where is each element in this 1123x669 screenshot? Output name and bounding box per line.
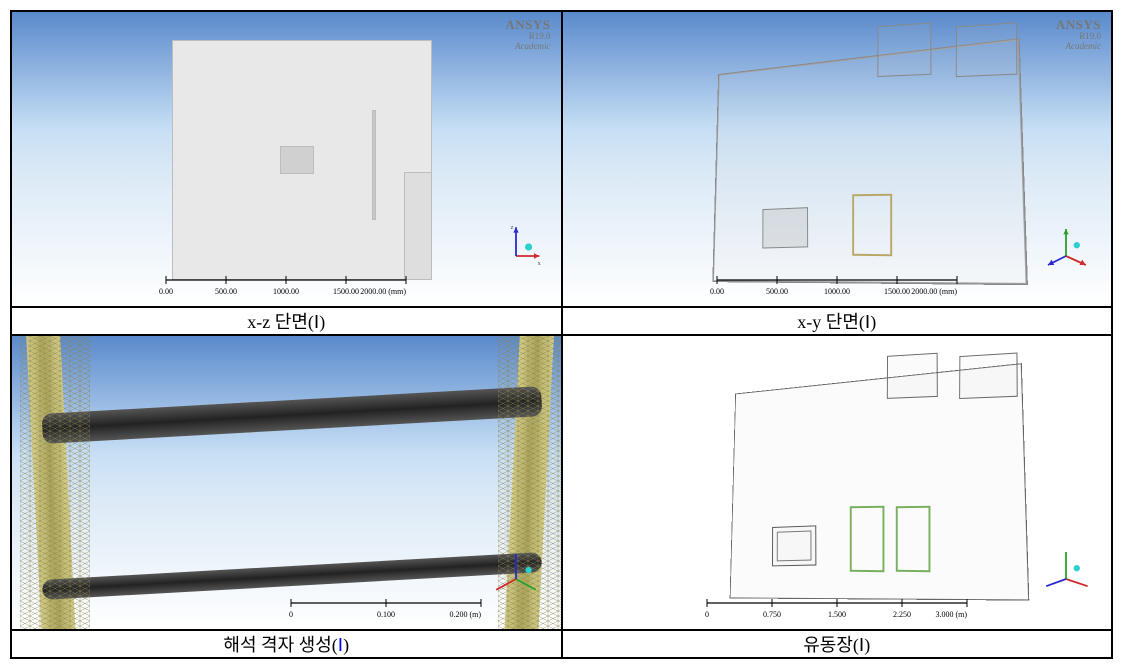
flow-duct-a xyxy=(886,352,937,398)
svg-text:1000.00: 1000.00 xyxy=(273,287,299,296)
model-top-duct-b xyxy=(955,22,1017,77)
triad-icon: xz xyxy=(489,220,543,274)
panel-xz-section: ANSYS R19.0 Academic xz 0.00 1000.00 200… xyxy=(11,11,562,307)
ansys-watermark: ANSYS R19.0 Academic xyxy=(1056,18,1101,52)
caption-text: x-y 단면(Ⅰ) xyxy=(797,308,876,334)
svg-text:1.500: 1.500 xyxy=(828,610,846,619)
caption-xy: x-y 단면(Ⅰ) xyxy=(562,307,1113,335)
flow-equipment xyxy=(772,525,816,566)
caption-text: x-z 단면(Ⅰ) xyxy=(247,308,325,334)
svg-text:500.00: 500.00 xyxy=(215,287,237,296)
caption-xz: x-z 단면(Ⅰ) xyxy=(11,307,562,335)
triad-icon xyxy=(1039,543,1093,597)
scale-bar: 0.00 1000.00 2000.00 (mm) 500.00 1500.00 xyxy=(156,270,416,298)
svg-text:3.000 (m): 3.000 (m) xyxy=(935,610,967,619)
caption-text: 해석 격자 생성(Ⅰ) xyxy=(223,631,349,657)
model-top-duct-a xyxy=(877,22,931,77)
caption-mesh: 해석 격자 생성(Ⅰ) xyxy=(11,630,562,658)
flow-frame-a xyxy=(849,505,884,571)
ansys-watermark: ANSYS R19.0 Academic xyxy=(505,18,550,52)
scale-bar: 0 0.100 0.200 (m) xyxy=(281,593,491,621)
svg-text:1500.00: 1500.00 xyxy=(884,287,910,296)
svg-text:1000.00: 1000.00 xyxy=(824,287,850,296)
panel-xy-section: ANSYS R19.0 Academic 0.00 1000.00 2000.0… xyxy=(562,11,1113,307)
svg-text:0.750: 0.750 xyxy=(763,610,781,619)
svg-text:500.00: 500.00 xyxy=(766,287,788,296)
flow-frame-b xyxy=(895,505,930,571)
figure-grid: ANSYS R19.0 Academic xz 0.00 1000.00 200… xyxy=(10,10,1113,659)
model-door-frame xyxy=(852,194,892,257)
caption-flow: 유동장(Ⅰ) xyxy=(562,630,1113,658)
tick-label: 0.00 xyxy=(159,287,173,296)
model-side xyxy=(404,172,432,280)
viewport-2: ANSYS R19.0 Academic 0.00 1000.00 2000.0… xyxy=(563,12,1112,306)
svg-text:0: 0 xyxy=(289,610,293,619)
model-equipment-box xyxy=(762,207,808,248)
svg-text:0.100: 0.100 xyxy=(377,610,395,619)
caption-text: 유동장(Ⅰ) xyxy=(803,631,870,657)
svg-text:2.250: 2.250 xyxy=(893,610,911,619)
svg-text:z: z xyxy=(510,224,513,231)
viewport-1: ANSYS R19.0 Academic xz 0.00 1000.00 200… xyxy=(12,12,561,306)
watermark-academic: Academic xyxy=(505,42,550,52)
panel-flowfield: 0 1.500 3.000 (m) 0.750 2.250 xyxy=(562,335,1113,631)
scale-bar: 0.00 1000.00 2000.00 (mm) 500.00 1500.00 xyxy=(707,270,967,298)
svg-text:1500.00: 1500.00 xyxy=(333,287,359,296)
watermark-brand: ANSYS xyxy=(505,18,550,32)
model-line xyxy=(372,110,376,220)
triad-icon xyxy=(489,543,543,597)
svg-text:0: 0 xyxy=(705,610,709,619)
svg-text:2000.00 (mm): 2000.00 (mm) xyxy=(360,287,406,296)
model-inset xyxy=(280,146,314,174)
viewport-3: 0 0.100 0.200 (m) xyxy=(12,336,561,630)
svg-text:x: x xyxy=(537,260,541,267)
svg-text:2000.00 (mm): 2000.00 (mm) xyxy=(911,287,957,296)
svg-text:0.200 (m): 0.200 (m) xyxy=(449,610,481,619)
flow-duct-b xyxy=(959,352,1018,399)
panel-mesh: 0 0.100 0.200 (m) xyxy=(11,335,562,631)
scale-bar: 0 1.500 3.000 (m) 0.750 2.250 xyxy=(697,593,977,621)
viewport-4: 0 1.500 3.000 (m) 0.750 2.250 xyxy=(563,336,1112,630)
svg-text:0.00: 0.00 xyxy=(710,287,724,296)
triad-icon xyxy=(1039,220,1093,274)
mesh-pattern xyxy=(20,335,90,631)
